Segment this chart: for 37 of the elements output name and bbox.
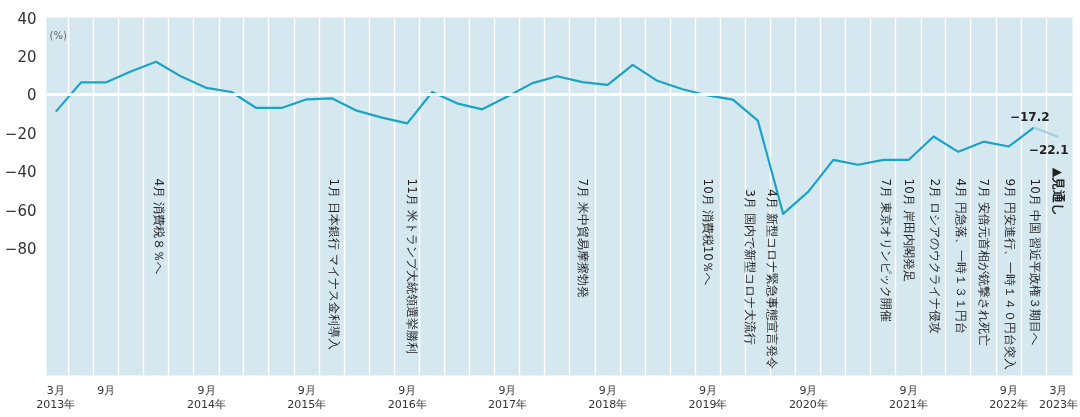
annotation: ▲見通し (1050, 167, 1066, 217)
y-axis-title: (%) (49, 29, 67, 41)
annotation: 7月 東京オリンピック開催 (878, 178, 893, 323)
y-tick-label: 0 (26, 86, 37, 105)
annotation: 9月 円安進行、一時１４０円台突入 (1002, 178, 1017, 371)
x-tick-label: 9月 2022年 (989, 383, 1029, 411)
annotation: 10月 消費税10％へ (701, 178, 716, 285)
x-tick-label: 9月 2020年 (788, 383, 828, 411)
x-tick-label: 3月 2013年 (36, 383, 76, 411)
y-tick-label: −20 (4, 124, 37, 143)
x-tick-label: 9月 2021年 (889, 383, 929, 411)
annotation: 1月 日本銀行 マイナス金利導入 (326, 178, 341, 350)
data-label: −22.1 (1028, 143, 1069, 158)
annotation: 7月 安倍元首相が銃撃され死亡 (977, 178, 992, 347)
x-tick-label: 9月 2017年 (487, 383, 527, 411)
annotation: 10月 岸田内閣発足 (902, 178, 917, 282)
x-tick-label: 9月 2015年 (287, 383, 327, 411)
x-tick-label: 9月 2014年 (187, 383, 227, 411)
y-tick-label: −40 (4, 163, 37, 182)
data-label: −17.2 (1009, 109, 1050, 124)
annotation: 7月 米中貿易摩擦勃発 (576, 178, 591, 299)
y-tick-label: −60 (4, 201, 37, 220)
y-tick-label: −80 (4, 240, 37, 259)
annotation: 3月 国内で新型コロナ大流行 (743, 189, 758, 345)
annotation: 10月 中国 習近平政権３期目へ (1027, 178, 1042, 346)
annotation: 4月 新型コロナ緊急事態宣言発令 (764, 189, 779, 369)
annotation: 2月 ロシアのウクライナ侵攻 (928, 178, 943, 335)
y-tick-label: 40 (17, 9, 37, 28)
x-tick-label: 9月 2018年 (588, 383, 628, 411)
x-tick-label: 9月 2016年 (387, 383, 427, 411)
x-tick-label: 9月 (97, 383, 116, 397)
annotation: 4月 消費税８％へ (152, 178, 167, 275)
annotation: 4月 円急落、一時１３１円台 (953, 178, 968, 335)
annotation: 11月 米トランプ大統領選挙勝利 (404, 178, 419, 354)
y-tick-label: 20 (17, 47, 37, 66)
x-tick-label: 3月 2023年 (1039, 383, 1078, 411)
x-tick-label: 9月 2019年 (688, 383, 728, 411)
